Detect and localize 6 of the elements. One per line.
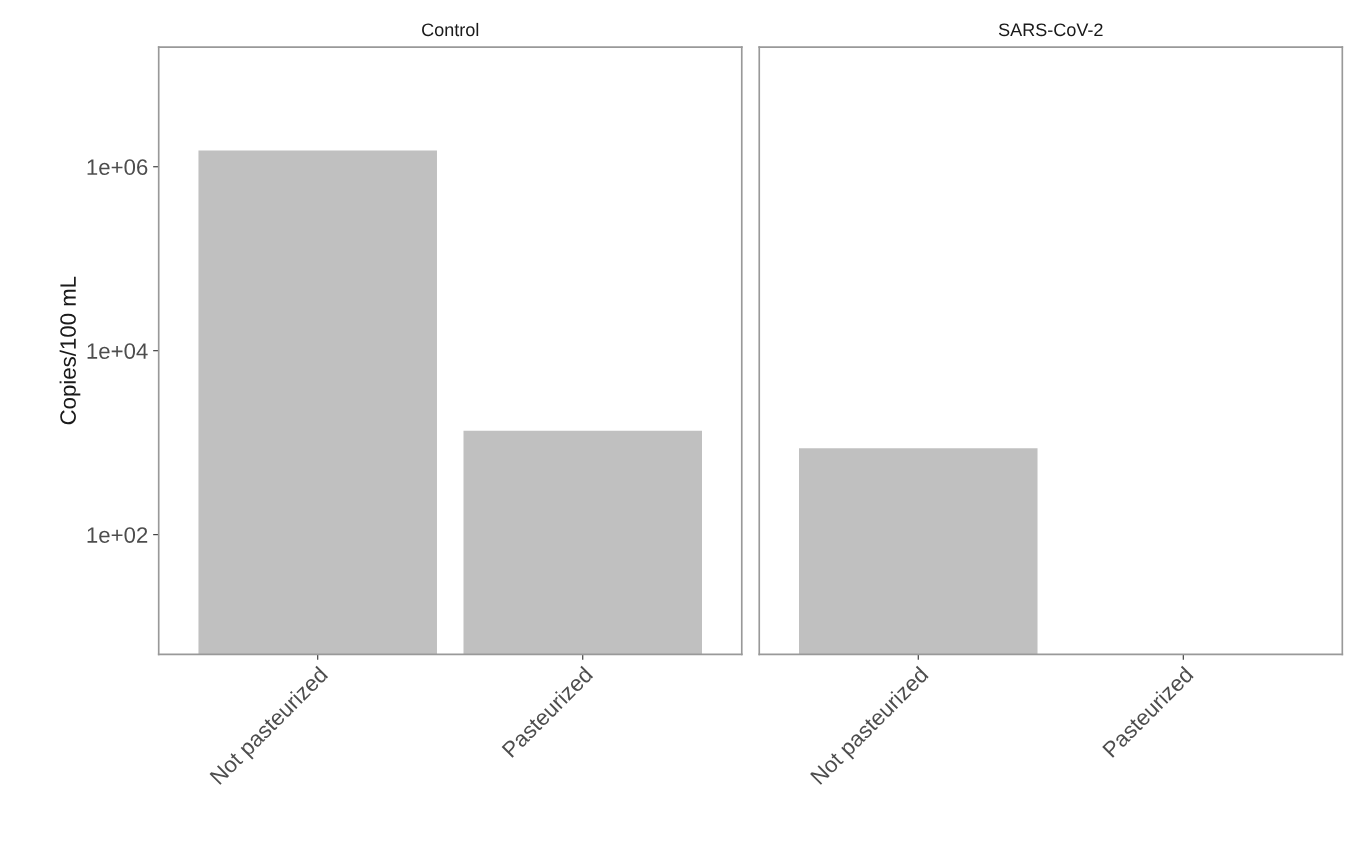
chart-title: Control <box>422 22 479 37</box>
chart-title: SARS-CoV-2 <box>998 23 1103 37</box>
y-axis-title: Copies/100 mL <box>59 276 81 425</box>
y-tick-label: 1e+02 <box>87 527 148 543</box>
y-tick-label: 1e+06 <box>87 159 148 176</box>
y-tick-label: 1e+04 <box>87 343 148 359</box>
